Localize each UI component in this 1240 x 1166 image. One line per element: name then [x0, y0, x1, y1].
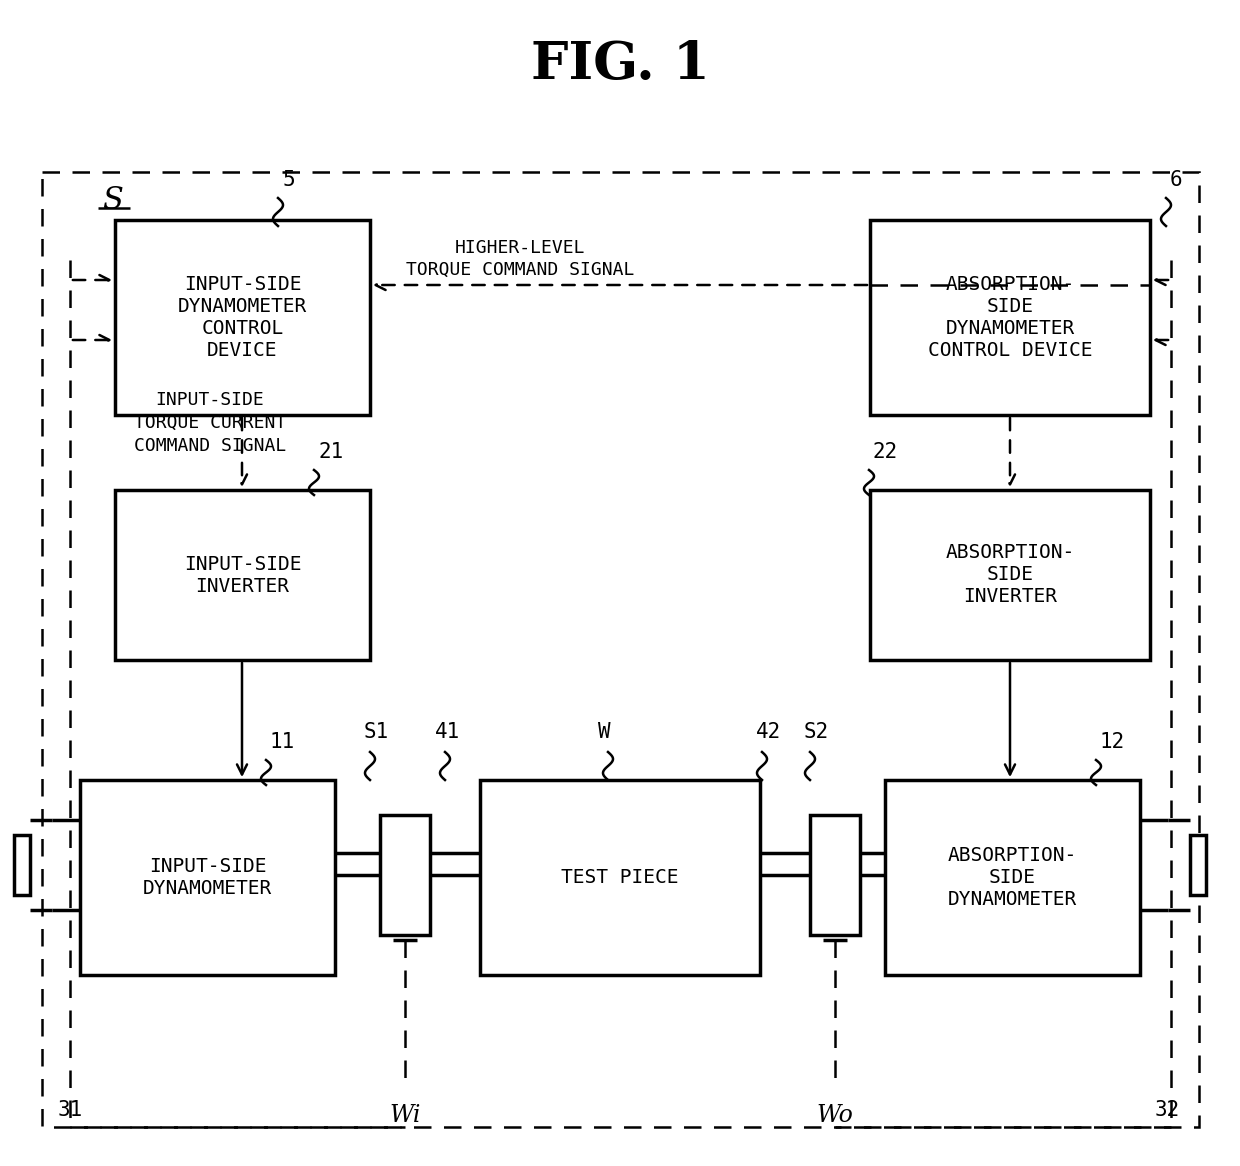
Text: COMMAND SIGNAL: COMMAND SIGNAL — [134, 437, 286, 455]
Text: Wi: Wi — [389, 1103, 420, 1126]
Text: INPUT-SIDE
DYNAMOMETER: INPUT-SIDE DYNAMOMETER — [143, 857, 272, 898]
Text: 12: 12 — [1100, 732, 1125, 752]
Text: INPUT-SIDE: INPUT-SIDE — [156, 391, 264, 409]
Text: TORQUE CURRENT: TORQUE CURRENT — [134, 414, 286, 431]
Bar — [885, 780, 1140, 975]
Text: INPUT-SIDE
INVERTER: INPUT-SIDE INVERTER — [184, 555, 301, 596]
Text: ABSORPTION-
SIDE
DYNAMOMETER: ABSORPTION- SIDE DYNAMOMETER — [947, 847, 1078, 909]
Text: 6: 6 — [1171, 170, 1183, 190]
Bar — [115, 220, 370, 415]
Text: Wo: Wo — [817, 1103, 853, 1126]
Bar — [1190, 835, 1207, 895]
Text: 21: 21 — [317, 442, 343, 462]
Bar — [870, 490, 1149, 660]
Text: S1: S1 — [365, 722, 389, 742]
Text: FIG. 1: FIG. 1 — [531, 40, 709, 91]
Text: INPUT-SIDE
DYNAMOMETER
CONTROL
DEVICE: INPUT-SIDE DYNAMOMETER CONTROL DEVICE — [177, 275, 308, 360]
Bar — [379, 815, 430, 935]
Bar — [115, 490, 370, 660]
Bar — [42, 173, 1199, 1128]
Text: 11: 11 — [270, 732, 295, 752]
Text: S2: S2 — [804, 722, 830, 742]
Text: S: S — [103, 185, 124, 216]
Text: 22: 22 — [873, 442, 898, 462]
Text: W: W — [598, 722, 610, 742]
Text: 31: 31 — [58, 1100, 83, 1121]
Text: 32: 32 — [1154, 1100, 1180, 1121]
Text: 41: 41 — [435, 722, 460, 742]
Text: HIGHER-LEVEL: HIGHER-LEVEL — [455, 239, 585, 257]
Text: ABSORPTION-
SIDE
DYNAMOMETER
CONTROL DEVICE: ABSORPTION- SIDE DYNAMOMETER CONTROL DEV… — [928, 275, 1092, 360]
Text: TEST PIECE: TEST PIECE — [562, 868, 678, 887]
Bar — [810, 815, 861, 935]
Bar — [870, 220, 1149, 415]
Bar — [480, 780, 760, 975]
Text: TORQUE COMMAND SIGNAL: TORQUE COMMAND SIGNAL — [405, 261, 634, 279]
Text: 42: 42 — [756, 722, 781, 742]
Text: 5: 5 — [281, 170, 295, 190]
Text: ABSORPTION-
SIDE
INVERTER: ABSORPTION- SIDE INVERTER — [945, 543, 1075, 606]
Bar — [81, 780, 335, 975]
Bar — [14, 835, 30, 895]
